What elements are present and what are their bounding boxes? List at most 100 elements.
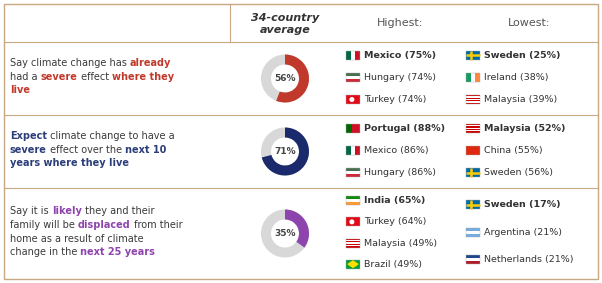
- Text: next 25 years: next 25 years: [81, 247, 155, 257]
- Bar: [466, 125, 480, 126]
- Bar: [466, 124, 480, 133]
- Bar: [346, 239, 360, 248]
- Text: Malaysia (39%): Malaysia (39%): [484, 95, 557, 104]
- Bar: [466, 146, 480, 155]
- Text: years where they live: years where they live: [10, 158, 129, 168]
- Wedge shape: [261, 55, 309, 102]
- Bar: [466, 103, 480, 104]
- Bar: [346, 124, 360, 133]
- Bar: [346, 239, 360, 240]
- Text: 71%: 71%: [274, 147, 296, 156]
- Bar: [466, 95, 480, 104]
- Bar: [466, 228, 480, 237]
- Bar: [346, 51, 360, 60]
- Bar: [346, 51, 351, 60]
- Bar: [466, 124, 480, 125]
- Wedge shape: [261, 209, 309, 258]
- Text: from their: from their: [131, 220, 182, 230]
- Text: severe: severe: [40, 72, 78, 82]
- Bar: [346, 76, 360, 79]
- Text: climate change to have a: climate change to have a: [47, 131, 175, 141]
- Wedge shape: [261, 128, 309, 175]
- Bar: [346, 245, 360, 246]
- Bar: [346, 260, 360, 269]
- Bar: [466, 51, 480, 60]
- Text: Hungary (74%): Hungary (74%): [364, 73, 436, 82]
- Text: Malaysia (52%): Malaysia (52%): [484, 124, 565, 133]
- Bar: [346, 217, 360, 226]
- Text: displaced: displaced: [78, 220, 131, 230]
- Text: live: live: [10, 85, 30, 95]
- FancyBboxPatch shape: [4, 4, 598, 279]
- Bar: [466, 95, 480, 104]
- Text: 56%: 56%: [275, 74, 296, 83]
- Bar: [346, 202, 360, 205]
- Text: Expect: Expect: [10, 131, 47, 141]
- Bar: [466, 98, 480, 99]
- Bar: [346, 242, 360, 244]
- Text: severe: severe: [10, 145, 47, 155]
- Bar: [466, 100, 480, 101]
- Bar: [346, 246, 360, 248]
- Bar: [466, 124, 480, 133]
- Bar: [346, 73, 360, 82]
- Bar: [346, 240, 360, 241]
- Circle shape: [349, 219, 355, 224]
- Text: Sweden (56%): Sweden (56%): [484, 168, 553, 177]
- Text: they and their: they and their: [82, 207, 154, 216]
- Bar: [346, 241, 360, 242]
- Polygon shape: [348, 261, 358, 267]
- Bar: [346, 196, 360, 199]
- Bar: [466, 101, 480, 103]
- Bar: [346, 95, 360, 104]
- Bar: [346, 239, 360, 248]
- Bar: [476, 73, 480, 82]
- Bar: [466, 126, 480, 128]
- Bar: [346, 146, 360, 155]
- Text: Netherlands (21%): Netherlands (21%): [484, 255, 574, 264]
- Bar: [466, 231, 480, 234]
- Text: Say it is: Say it is: [10, 207, 52, 216]
- Bar: [346, 196, 360, 205]
- Bar: [346, 124, 352, 133]
- Bar: [346, 168, 360, 177]
- Bar: [351, 146, 355, 155]
- Text: change in the: change in the: [10, 247, 81, 257]
- Bar: [466, 200, 480, 209]
- Bar: [355, 51, 360, 60]
- Bar: [466, 228, 480, 231]
- Text: Hungary (86%): Hungary (86%): [364, 168, 436, 177]
- Text: Argentina (21%): Argentina (21%): [484, 228, 562, 237]
- Text: home as a result of climate: home as a result of climate: [10, 233, 144, 243]
- Bar: [466, 129, 480, 130]
- Bar: [466, 132, 480, 133]
- Text: Say climate change has: Say climate change has: [10, 58, 130, 68]
- Bar: [346, 199, 360, 202]
- Bar: [466, 130, 480, 132]
- Bar: [346, 73, 360, 76]
- Text: Portugal (88%): Portugal (88%): [364, 124, 445, 133]
- Wedge shape: [285, 209, 309, 248]
- Bar: [466, 200, 480, 209]
- Text: Lowest:: Lowest:: [507, 18, 550, 28]
- Wedge shape: [262, 128, 309, 175]
- Text: next 10: next 10: [125, 145, 167, 155]
- Bar: [466, 146, 480, 155]
- Bar: [346, 217, 360, 226]
- Bar: [466, 168, 480, 177]
- Bar: [346, 260, 360, 269]
- Text: effect over the: effect over the: [47, 145, 125, 155]
- Text: Highest:: Highest:: [377, 18, 423, 28]
- Bar: [466, 73, 480, 82]
- Text: Brazil (49%): Brazil (49%): [364, 260, 422, 269]
- Text: already: already: [130, 58, 172, 68]
- Text: Mexico (86%): Mexico (86%): [364, 146, 429, 155]
- Bar: [466, 51, 480, 60]
- Bar: [466, 99, 480, 100]
- Text: average: average: [259, 25, 311, 35]
- Bar: [466, 258, 480, 261]
- Bar: [466, 255, 480, 258]
- Bar: [346, 174, 360, 177]
- Bar: [466, 128, 480, 129]
- Bar: [346, 171, 360, 174]
